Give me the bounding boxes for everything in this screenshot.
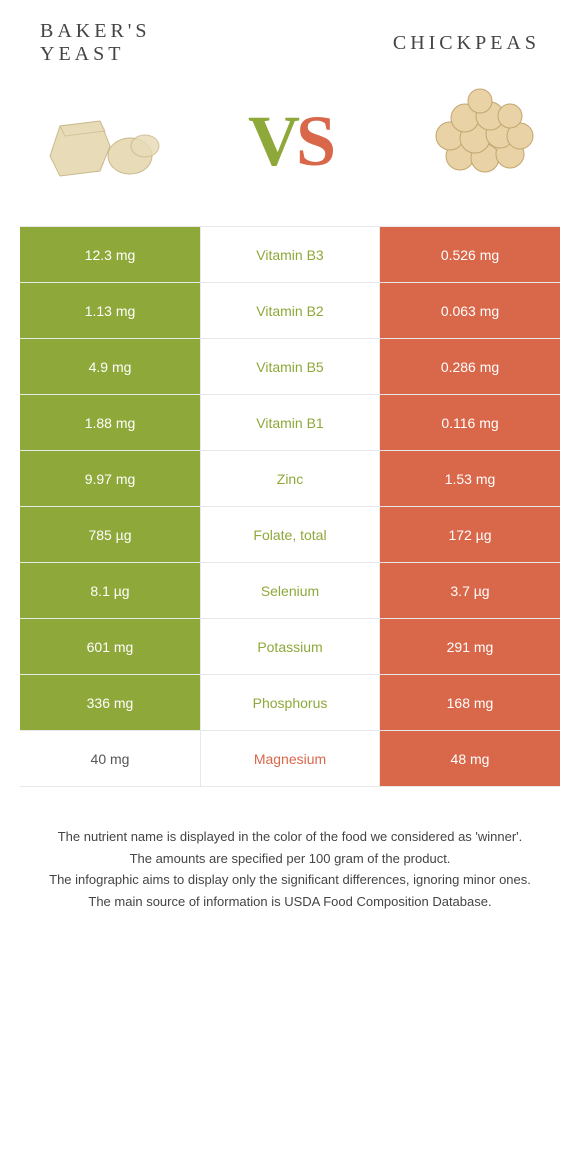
nutrient-name-cell: Vitamin B3 xyxy=(200,227,380,282)
right-value-cell: 3.7 µg xyxy=(380,563,560,618)
left-value-cell: 9.97 mg xyxy=(20,451,200,506)
right-value-cell: 0.286 mg xyxy=(380,339,560,394)
left-value-cell: 12.3 mg xyxy=(20,227,200,282)
left-value-cell: 601 mg xyxy=(20,619,200,674)
right-value-cell: 291 mg xyxy=(380,619,560,674)
right-food-title: CHICKPEAS xyxy=(290,32,540,55)
chickpeas-image xyxy=(400,86,550,196)
nutrient-name-cell: Vitamin B2 xyxy=(200,283,380,338)
images-row: VS xyxy=(0,76,580,226)
nutrient-name-cell: Potassium xyxy=(200,619,380,674)
table-row: 12.3 mgVitamin B30.526 mg xyxy=(20,227,560,283)
nutrient-name-cell: Folate, total xyxy=(200,507,380,562)
footnote-4: The main source of information is USDA F… xyxy=(30,892,550,912)
left-value-cell: 1.13 mg xyxy=(20,283,200,338)
footnote-2: The amounts are specified per 100 gram o… xyxy=(30,849,550,869)
right-value-cell: 0.526 mg xyxy=(380,227,560,282)
nutrient-name-cell: Phosphorus xyxy=(200,675,380,730)
nutrient-name-cell: Zinc xyxy=(200,451,380,506)
nutrient-name-cell: Vitamin B1 xyxy=(200,395,380,450)
nutrient-name-cell: Selenium xyxy=(200,563,380,618)
yeast-image xyxy=(30,86,180,196)
left-value-cell: 1.88 mg xyxy=(20,395,200,450)
footnote-1: The nutrient name is displayed in the co… xyxy=(30,827,550,847)
nutrient-name-cell: Vitamin B5 xyxy=(200,339,380,394)
left-value-cell: 785 µg xyxy=(20,507,200,562)
table-row: 4.9 mgVitamin B50.286 mg xyxy=(20,339,560,395)
left-value-cell: 40 mg xyxy=(20,731,200,786)
right-value-cell: 0.116 mg xyxy=(380,395,560,450)
left-value-cell: 8.1 µg xyxy=(20,563,200,618)
right-value-cell: 168 mg xyxy=(380,675,560,730)
nutrient-name-cell: Magnesium xyxy=(200,731,380,786)
vs-v: V xyxy=(248,101,296,181)
footnotes: The nutrient name is displayed in the co… xyxy=(0,787,580,933)
right-value-cell: 1.53 mg xyxy=(380,451,560,506)
vs-s: S xyxy=(296,101,332,181)
table-row: 8.1 µgSelenium3.7 µg xyxy=(20,563,560,619)
table-row: 336 mgPhosphorus168 mg xyxy=(20,675,560,731)
left-value-cell: 4.9 mg xyxy=(20,339,200,394)
table-row: 1.88 mgVitamin B10.116 mg xyxy=(20,395,560,451)
table-row: 785 µgFolate, total172 µg xyxy=(20,507,560,563)
left-food-title: BAKER'S YEAST xyxy=(40,20,290,66)
table-row: 601 mgPotassium291 mg xyxy=(20,619,560,675)
right-value-cell: 172 µg xyxy=(380,507,560,562)
footnote-3: The infographic aims to display only the… xyxy=(30,870,550,890)
table-row: 40 mgMagnesium48 mg xyxy=(20,731,560,787)
right-value-cell: 0.063 mg xyxy=(380,283,560,338)
left-value-cell: 336 mg xyxy=(20,675,200,730)
right-value-cell: 48 mg xyxy=(380,731,560,786)
vs-label: VS xyxy=(248,100,332,183)
table-row: 9.97 mgZinc1.53 mg xyxy=(20,451,560,507)
nutrient-table: 12.3 mgVitamin B30.526 mg1.13 mgVitamin … xyxy=(20,226,560,787)
table-row: 1.13 mgVitamin B20.063 mg xyxy=(20,283,560,339)
header: BAKER'S YEAST CHICKPEAS xyxy=(0,0,580,76)
